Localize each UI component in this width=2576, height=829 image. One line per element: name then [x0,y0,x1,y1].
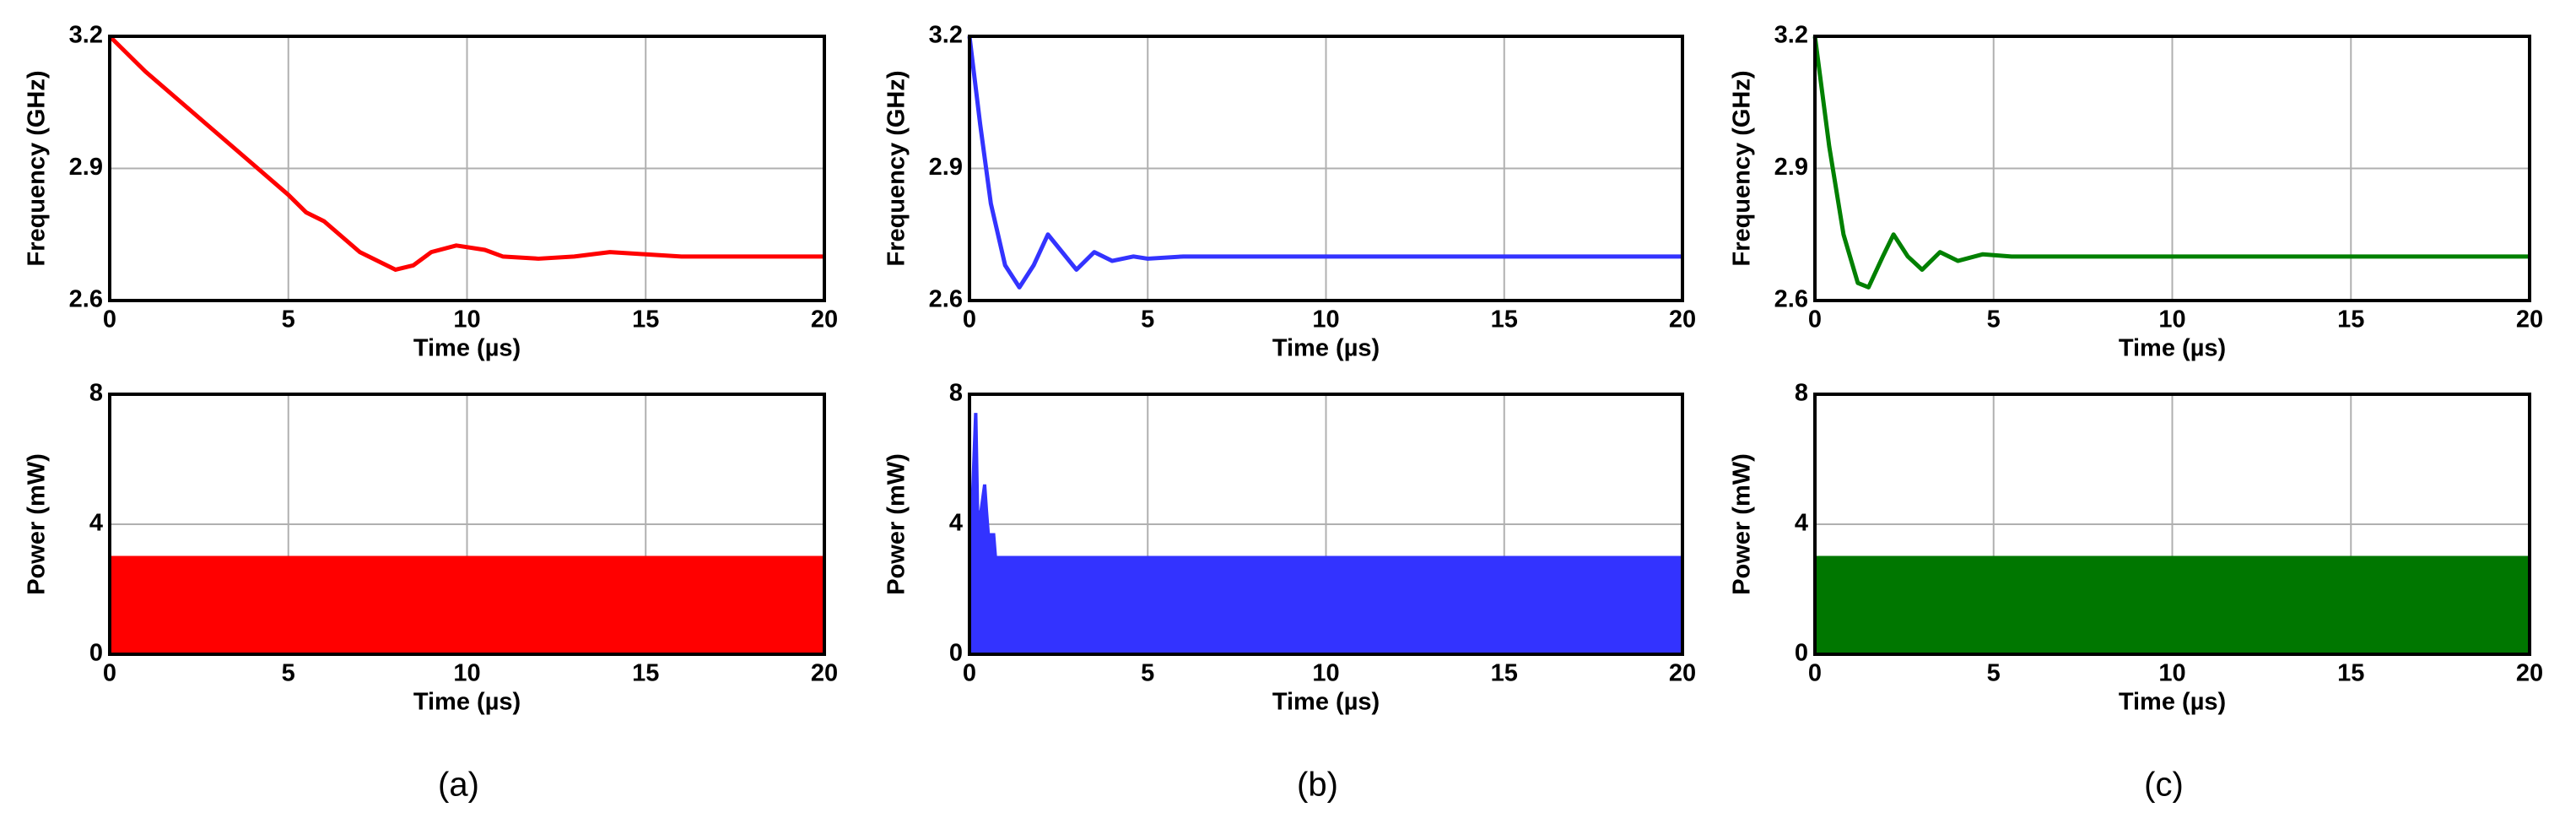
y-axis-label: Power (mW) [883,453,910,595]
plot-frame [108,35,826,302]
x-axis-label: Time (µs) [2119,335,2226,362]
x-tick-label: 5 [1141,306,1154,333]
x-tick-label: 15 [632,306,659,333]
x-axis-label: Time (µs) [1272,689,1380,716]
x-tick-label: 5 [282,660,295,687]
y-tick-label: 2.6 [1774,286,1808,313]
panel-caption: (a) [438,767,479,804]
y-tick-label: 3.2 [1774,22,1808,49]
x-tick-label: 15 [1491,306,1518,333]
plot-frame [968,35,1684,302]
y-tick-label: 2.9 [69,154,103,181]
x-axis-label: Time (µs) [2119,689,2226,716]
x-tick-label: 15 [1491,660,1518,687]
y-tick-label: 2.6 [69,286,103,313]
panel-caption: (c) [2144,767,2184,804]
area [1814,555,2530,655]
x-tick-label: 5 [1141,660,1154,687]
plot-frame [1813,393,2531,656]
x-axis-label: Time (µs) [413,335,521,362]
x-tick-label: 0 [103,306,116,333]
x-tick-label: 15 [2337,306,2364,333]
y-tick-label: 2.6 [929,286,963,313]
y-tick-label: 0 [89,640,103,667]
y-tick-label: 4 [1795,510,1808,537]
y-tick-label: 2.9 [1774,154,1808,181]
line [1812,35,2530,290]
panel-caption: (b) [1297,767,1338,804]
x-axis-label: Time (µs) [413,689,521,716]
y-tick-label: 3.2 [929,22,963,49]
y-tick-label: 8 [89,380,103,407]
x-axis-label: Time (µs) [1272,335,1380,362]
y-axis-label: Power (mW) [24,453,51,595]
plot-frame [1813,35,2531,302]
y-axis-label: Frequency (GHz) [24,70,51,266]
plot-frame [108,393,826,656]
x-tick-label: 20 [1669,306,1696,333]
line [967,35,1682,290]
x-tick-label: 15 [632,660,659,687]
x-tick-label: 20 [811,660,838,687]
x-tick-label: 15 [2337,660,2364,687]
x-tick-label: 10 [453,660,480,687]
x-tick-label: 20 [1669,660,1696,687]
y-tick-label: 4 [89,510,103,537]
y-tick-label: 2.9 [929,154,963,181]
y-axis-label: Power (mW) [1729,453,1756,595]
area [969,413,1683,655]
x-tick-label: 0 [963,306,976,333]
y-tick-label: 3.2 [69,22,103,49]
plot-frame [968,393,1684,656]
y-tick-label: 8 [949,380,963,407]
y-tick-label: 4 [949,510,963,537]
x-tick-label: 10 [2158,660,2185,687]
area [109,555,825,655]
x-tick-label: 10 [2158,306,2185,333]
x-tick-label: 10 [1312,660,1339,687]
y-tick-label: 0 [1795,640,1808,667]
line [108,35,824,272]
y-axis-label: Frequency (GHz) [1729,70,1756,266]
x-tick-label: 20 [811,306,838,333]
y-tick-label: 0 [949,640,963,667]
x-tick-label: 10 [1312,306,1339,333]
x-tick-label: 0 [1808,660,1822,687]
x-tick-label: 5 [1987,660,2001,687]
x-tick-label: 0 [963,660,976,687]
y-tick-label: 8 [1795,380,1808,407]
x-tick-label: 20 [2516,660,2543,687]
x-tick-label: 5 [282,306,295,333]
x-tick-label: 5 [1987,306,2001,333]
x-tick-label: 20 [2516,306,2543,333]
x-tick-label: 0 [103,660,116,687]
x-tick-label: 10 [453,306,480,333]
x-tick-label: 0 [1808,306,1822,333]
y-axis-label: Frequency (GHz) [883,70,910,266]
